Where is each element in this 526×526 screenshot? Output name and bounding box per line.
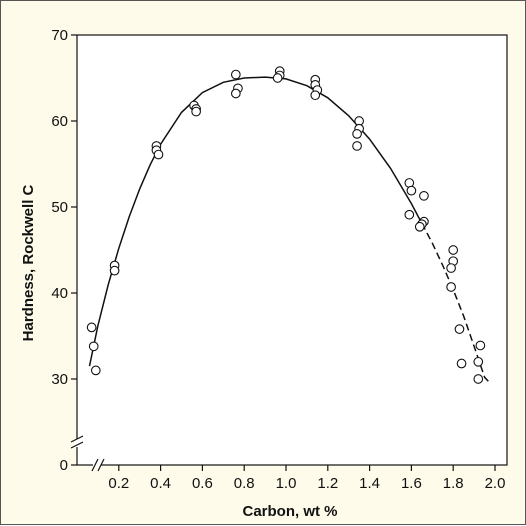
plot-area <box>70 34 508 472</box>
data-point <box>310 90 321 101</box>
data-point <box>454 324 465 334</box>
plot-frame <box>76 34 508 466</box>
y-tick-label: 70 <box>51 27 68 44</box>
y-tick-label: 0 <box>60 457 68 474</box>
x-tick-label: 0.4 <box>150 475 171 492</box>
data-point <box>446 263 456 273</box>
y-axis-ticks: 0 30 40 50 60 70 <box>51 27 77 474</box>
x-tick-label: 2.0 <box>485 475 506 492</box>
data-point <box>272 73 283 83</box>
x-tick-label: 0.2 <box>108 475 129 492</box>
data-point <box>109 265 120 276</box>
data-point <box>230 88 241 99</box>
x-axis-break-gap <box>93 462 101 468</box>
data-point <box>473 374 484 384</box>
data-point <box>406 185 417 196</box>
x-tick-label: 1.0 <box>276 475 297 492</box>
data-point <box>90 365 101 376</box>
y-axis-break-gap <box>74 439 80 447</box>
data-point <box>475 340 486 351</box>
data-point <box>414 221 425 232</box>
data-point <box>88 341 99 352</box>
x-tick-label: 1.6 <box>401 475 422 492</box>
y-axis-title: Hardness, Rockwell C <box>20 184 37 341</box>
data-point <box>446 282 456 292</box>
x-tick-label: 1.2 <box>317 475 338 492</box>
x-axis-break-mark <box>91 458 99 472</box>
data-point <box>473 356 484 367</box>
y-axis-break-mark <box>70 441 84 449</box>
fit-curve-dashed <box>421 222 492 385</box>
x-tick-label: 1.8 <box>443 475 464 492</box>
y-tick-label: 50 <box>51 199 68 216</box>
data-point <box>419 190 429 201</box>
data-point <box>191 106 201 117</box>
data-point <box>352 129 362 139</box>
data-point <box>230 69 241 80</box>
data-point <box>456 358 467 369</box>
data-point <box>153 149 164 160</box>
x-tick-label: 0.6 <box>192 475 213 492</box>
data-points <box>86 66 486 384</box>
x-axis-title: Carbon, wt % <box>242 503 337 520</box>
data-point <box>448 245 459 255</box>
x-axis-ticks: 0.2 0.4 0.6 0.8 1.0 1.2 1.4 1.6 1.8 2.0 <box>108 465 505 492</box>
y-tick-label: 40 <box>51 285 68 302</box>
data-point <box>86 322 97 333</box>
y-tick-label: 60 <box>51 113 68 130</box>
x-axis-break-mark <box>97 458 105 472</box>
y-tick-label: 30 <box>51 371 68 388</box>
data-point <box>404 209 415 220</box>
y-axis-break-mark <box>70 435 84 443</box>
data-point <box>352 141 362 151</box>
x-tick-label: 1.4 <box>359 475 380 492</box>
x-tick-label: 0.8 <box>234 475 255 492</box>
